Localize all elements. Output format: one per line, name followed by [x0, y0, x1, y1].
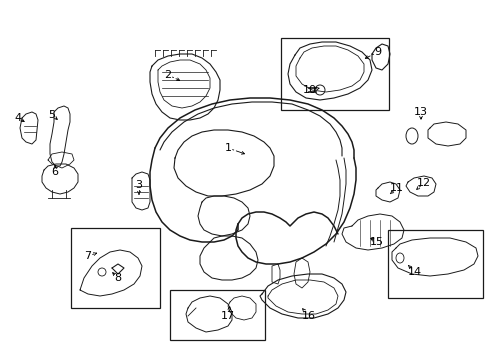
Text: 8: 8 [114, 273, 122, 283]
Text: 9: 9 [374, 47, 381, 57]
Text: 2: 2 [164, 70, 171, 80]
Bar [387, 230, 482, 298]
Bar [281, 38, 388, 110]
Bar [71, 228, 160, 308]
Text: 7: 7 [84, 251, 91, 261]
Text: 3: 3 [135, 180, 142, 190]
Text: 14: 14 [407, 267, 421, 277]
Text: 12: 12 [416, 178, 430, 188]
Bar [170, 290, 264, 340]
Text: 4: 4 [15, 113, 21, 123]
Text: 16: 16 [302, 311, 315, 321]
Text: 5: 5 [48, 110, 55, 120]
Text: 15: 15 [369, 237, 383, 247]
Text: 6: 6 [51, 167, 59, 177]
Text: 13: 13 [413, 107, 427, 117]
Text: 10: 10 [303, 85, 316, 95]
Text: 17: 17 [221, 311, 235, 321]
Text: 11: 11 [389, 183, 403, 193]
Text: 1: 1 [224, 143, 231, 153]
